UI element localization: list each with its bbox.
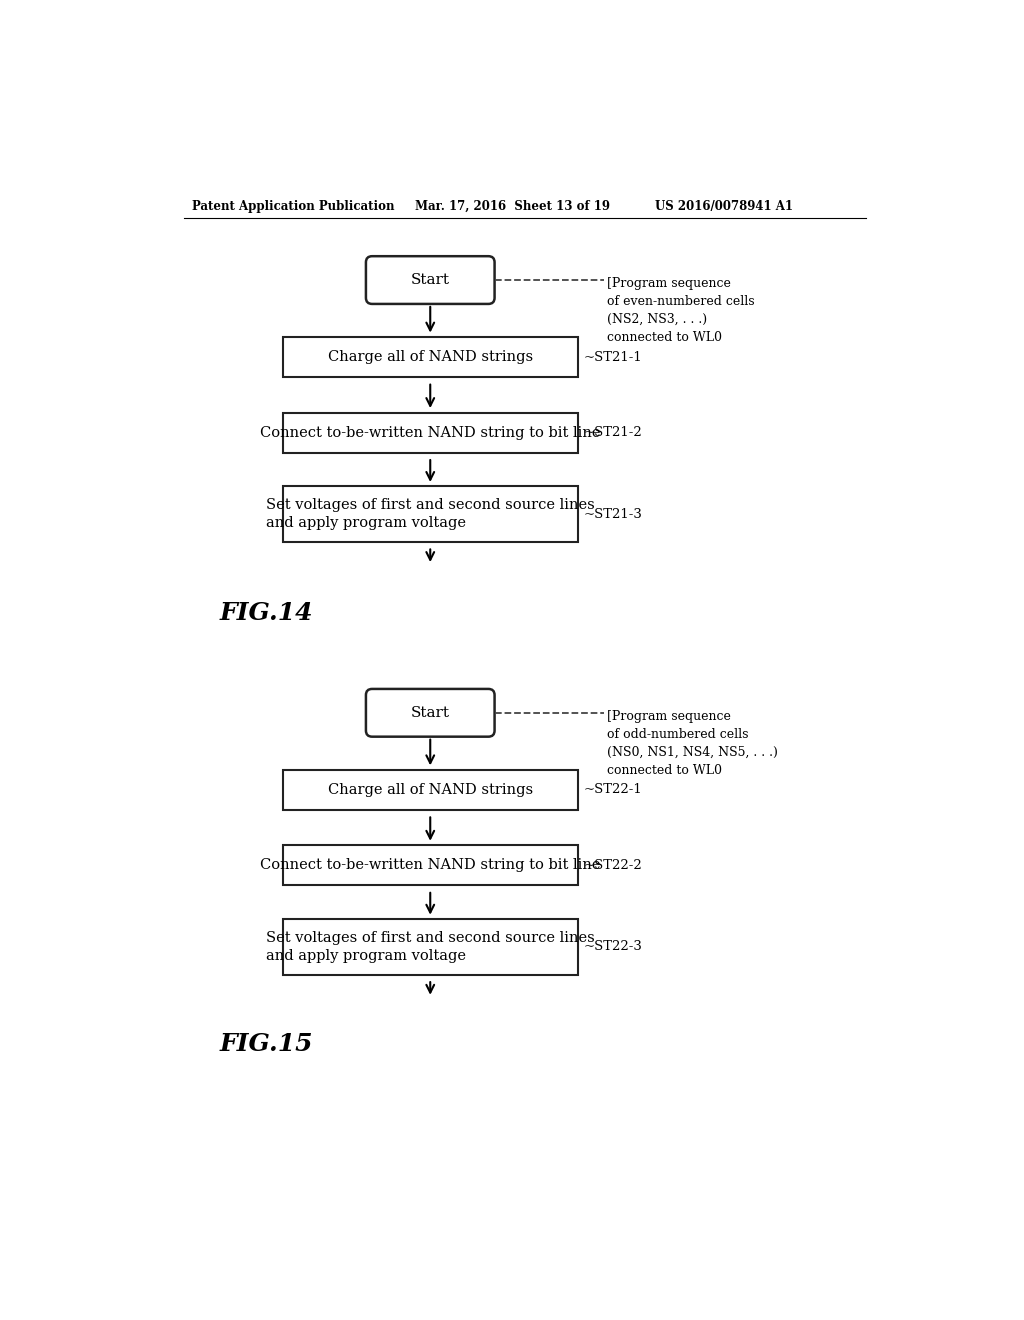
FancyBboxPatch shape <box>366 689 495 737</box>
Bar <box>283 919 578 974</box>
Text: Charge all of NAND strings: Charge all of NAND strings <box>328 783 532 797</box>
Bar <box>283 770 578 809</box>
Text: ~ST22-2: ~ST22-2 <box>584 859 642 871</box>
Text: Connect to-be-written NAND string to bit line: Connect to-be-written NAND string to bit… <box>260 425 600 440</box>
Text: US 2016/0078941 A1: US 2016/0078941 A1 <box>655 199 793 213</box>
Bar <box>283 412 578 453</box>
Text: ~ST21-1: ~ST21-1 <box>584 351 642 363</box>
Text: FIG.15: FIG.15 <box>219 1032 313 1056</box>
Bar <box>283 337 578 378</box>
Text: Charge all of NAND strings: Charge all of NAND strings <box>328 350 532 364</box>
Text: Connect to-be-written NAND string to bit line: Connect to-be-written NAND string to bit… <box>260 858 600 873</box>
Text: ~ST21-2: ~ST21-2 <box>584 426 642 440</box>
Text: Mar. 17, 2016  Sheet 13 of 19: Mar. 17, 2016 Sheet 13 of 19 <box>415 199 609 213</box>
Text: ~ST22-3: ~ST22-3 <box>584 940 643 953</box>
Bar <box>283 845 578 886</box>
FancyBboxPatch shape <box>366 256 495 304</box>
Text: ~ST21-3: ~ST21-3 <box>584 508 643 520</box>
Text: Start: Start <box>411 706 450 719</box>
Text: ~ST22-1: ~ST22-1 <box>584 783 642 796</box>
Text: [Program sequence
of odd-numbered cells
(NS0, NS1, NS4, NS5, . . .)
connected to: [Program sequence of odd-numbered cells … <box>607 710 778 776</box>
Text: Set voltages of first and second source lines
and apply program voltage: Set voltages of first and second source … <box>266 498 595 531</box>
Text: Set voltages of first and second source lines
and apply program voltage: Set voltages of first and second source … <box>266 931 595 964</box>
Text: FIG.14: FIG.14 <box>219 601 313 624</box>
Text: Patent Application Publication: Patent Application Publication <box>191 199 394 213</box>
Bar <box>283 487 578 541</box>
Text: Start: Start <box>411 273 450 286</box>
Text: [Program sequence
of even-numbered cells
(NS2, NS3, . . .)
connected to WL0: [Program sequence of even-numbered cells… <box>607 277 755 345</box>
